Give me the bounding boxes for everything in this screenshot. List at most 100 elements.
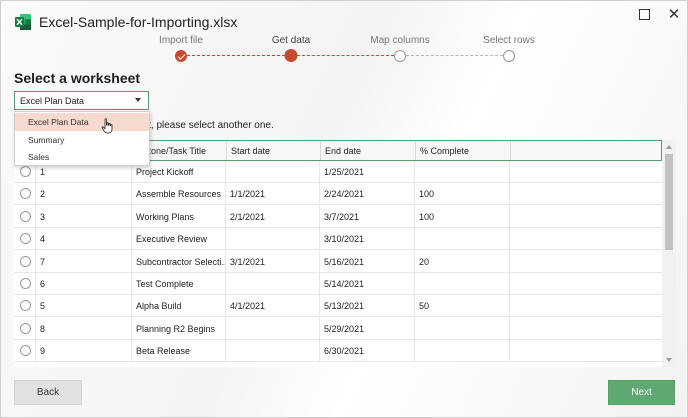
row-percent-complete [415, 317, 510, 340]
step-import-file-done-icon [175, 50, 187, 62]
row-select [14, 205, 36, 228]
scroll-down-icon[interactable] [666, 358, 672, 362]
row-radio-button[interactable] [20, 300, 31, 312]
header-start-date: Start date [227, 141, 321, 160]
worksheet-hint: not, please select another one. [137, 120, 274, 131]
row-radio-button[interactable] [20, 322, 31, 334]
page-title: Select a worksheet [14, 70, 141, 86]
step-connector-active [297, 55, 394, 56]
close-button[interactable]: ✕ [659, 3, 688, 25]
row-percent-complete: 100 [415, 205, 510, 228]
header-percent-complete: % Complete [416, 141, 511, 160]
step-connector-done [187, 55, 285, 56]
header-end-date: End date [321, 141, 416, 160]
row-end-date: 3/7/2021 [320, 205, 415, 228]
row-select [14, 183, 36, 206]
row-task-title: Working Plans [132, 205, 226, 228]
header-task-title: lestone/Task Title [133, 141, 227, 160]
row-select [14, 273, 36, 295]
maximize-button[interactable] [629, 3, 659, 25]
table-row[interactable]: 6 Test Complete 5/14/2021 [14, 273, 662, 295]
row-id: 3 [36, 205, 132, 228]
row-extra [510, 228, 662, 250]
data-preview-table: lestone/Task Title Start date End date %… [14, 140, 676, 367]
chevron-down-icon [135, 98, 141, 102]
worksheet-dropdown[interactable]: Excel Plan Data [14, 91, 149, 110]
row-extra [510, 295, 662, 317]
menu-item-excel-plan-data[interactable]: Excel Plan Data [15, 113, 149, 131]
row-percent-complete [415, 273, 510, 295]
row-extra [510, 340, 662, 362]
table-row[interactable]: 1 Project Kickoff 1/25/2021 [14, 161, 662, 183]
row-end-date: 5/13/2021 [320, 295, 415, 318]
table-row[interactable]: 3 Working Plans 2/1/2021 3/7/2021 100 [14, 205, 662, 228]
table-row[interactable]: 4 Executive Review 3/10/2021 [14, 228, 662, 251]
row-extra [510, 161, 662, 183]
row-radio-button[interactable] [20, 210, 31, 222]
worksheet-dropdown-value: Excel Plan Data [20, 95, 85, 106]
row-start-date [226, 228, 320, 251]
row-start-date: 4/1/2021 [226, 295, 320, 318]
row-percent-complete [415, 161, 510, 183]
row-radio-button[interactable] [20, 188, 31, 200]
progress-stepper: Import file Get data Map columns Select … [121, 31, 581, 65]
row-task-title: Beta Release [132, 340, 226, 363]
row-task-title: Alpha Build [132, 295, 226, 318]
row-start-date [226, 161, 320, 183]
row-end-date: 5/16/2021 [320, 250, 415, 273]
row-id: 6 [36, 273, 132, 295]
menu-item-sales[interactable]: Sales [28, 152, 50, 162]
table-row[interactable]: 5 Alpha Build 4/1/2021 5/13/2021 50 [14, 295, 662, 318]
step-get-data-current-icon [284, 49, 298, 62]
row-task-title: Subcontractor Selecti... [132, 250, 226, 273]
row-select [14, 161, 36, 183]
row-extra [510, 183, 662, 205]
scrollbar-thumb[interactable] [665, 154, 673, 250]
row-id: 8 [36, 317, 132, 340]
row-radio-button[interactable] [20, 233, 31, 245]
row-start-date [226, 317, 320, 340]
next-button[interactable]: Next [608, 380, 675, 405]
step-map-columns-pending-icon [394, 50, 406, 62]
row-extra [510, 273, 662, 295]
row-radio-button[interactable] [20, 345, 31, 357]
table-row[interactable]: 8 Planning R2 Begins 5/29/2021 [14, 317, 662, 340]
row-task-title: Planning R2 Begins [132, 317, 226, 340]
row-select [14, 250, 36, 273]
row-select [14, 295, 36, 318]
row-percent-complete: 50 [415, 295, 510, 318]
table-row[interactable]: 7 Subcontractor Selecti... 3/1/2021 5/16/20… [14, 250, 662, 273]
row-id: 1 [36, 161, 132, 183]
row-extra [510, 318, 662, 340]
row-id: 4 [36, 228, 132, 251]
back-button[interactable]: Back [14, 380, 82, 405]
row-radio-button[interactable] [20, 278, 31, 289]
close-icon: ✕ [667, 5, 681, 23]
row-extra [510, 251, 662, 273]
vertical-scrollbar[interactable] [662, 140, 676, 367]
worksheet-options-menu: Excel Plan Data Summary Sales [14, 111, 150, 166]
row-percent-complete: 20 [415, 250, 510, 273]
row-end-date: 6/30/2021 [320, 340, 415, 363]
hand-cursor-icon [101, 118, 113, 134]
row-radio-button[interactable] [20, 255, 31, 267]
row-end-date: 2/24/2021 [320, 183, 415, 206]
row-start-date [226, 273, 320, 295]
table-row[interactable]: 9 Beta Release 6/30/2021 [14, 340, 662, 363]
row-end-date: 3/10/2021 [320, 228, 415, 251]
step-select-rows-pending-icon [503, 50, 515, 62]
row-radio-button[interactable] [20, 166, 31, 177]
maximize-icon [638, 8, 650, 20]
row-id: 5 [36, 295, 132, 318]
table-row[interactable]: 2 Assemble Resources 1/1/2021 2/24/2021 100 [14, 183, 662, 206]
excel-icon [15, 14, 31, 30]
menu-item-summary[interactable]: Summary [28, 135, 65, 145]
row-percent-complete: 100 [415, 183, 510, 206]
row-task-title: Project Kickoff [132, 161, 226, 183]
scroll-up-icon[interactable] [666, 145, 672, 149]
row-task-title: Test Complete [132, 273, 226, 295]
row-start-date: 3/1/2021 [226, 250, 320, 273]
header-extra [511, 141, 661, 160]
row-task-title: Assemble Resources [132, 183, 226, 206]
